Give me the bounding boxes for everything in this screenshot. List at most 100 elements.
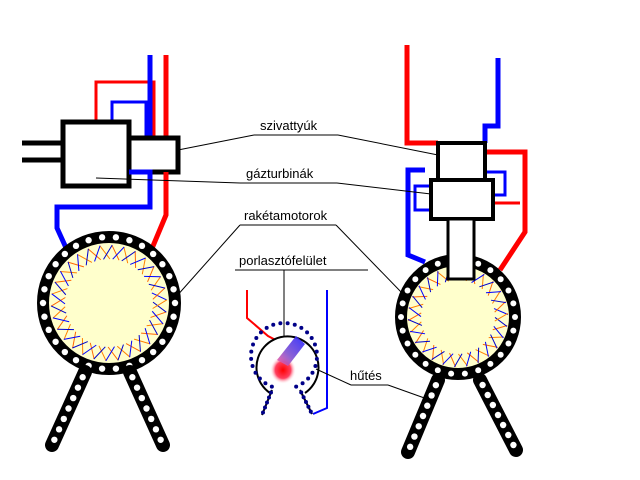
cooling-hole bbox=[306, 404, 311, 409]
cooling-hole bbox=[314, 349, 319, 354]
injector-spray-line bbox=[98, 345, 107, 362]
injector-spray-line bbox=[466, 351, 472, 367]
injector-spray-line bbox=[481, 273, 484, 290]
injector-spray-line bbox=[479, 281, 494, 288]
injector-spray-line bbox=[494, 317, 508, 327]
injector-spray-line bbox=[99, 245, 111, 260]
cooling-hole bbox=[398, 314, 404, 320]
cooling-hole bbox=[271, 322, 276, 327]
cooling-hole bbox=[404, 340, 411, 347]
injector-spray-line bbox=[410, 321, 422, 333]
injector-spray-line bbox=[152, 301, 167, 313]
injector-spray-line bbox=[93, 346, 106, 360]
injector-spray-line bbox=[494, 313, 509, 322]
cooling-hole bbox=[98, 234, 106, 241]
cooling-hole bbox=[263, 405, 267, 410]
cooling-hole bbox=[148, 415, 155, 423]
injector-spray-line bbox=[440, 349, 445, 365]
injector-spray-line bbox=[412, 295, 428, 298]
injector-spray-line bbox=[152, 299, 168, 309]
left-combustion-chamber bbox=[37, 231, 181, 375]
injector-spray-line bbox=[494, 301, 506, 313]
cooling-hole bbox=[79, 374, 86, 381]
cooling-hole bbox=[448, 370, 455, 377]
injector-spray-line bbox=[422, 346, 437, 353]
cooling-hole bbox=[149, 250, 157, 258]
injector-spray-line bbox=[117, 344, 124, 361]
injector-spray-line bbox=[431, 351, 445, 360]
injector-spray-line bbox=[449, 352, 456, 368]
cooling-hole bbox=[487, 267, 494, 274]
injector-spray-line bbox=[82, 344, 97, 356]
right-gas-turbine bbox=[429, 178, 495, 221]
cooling-hole bbox=[269, 384, 274, 389]
injector-spray-line bbox=[151, 292, 168, 301]
cooling-hole bbox=[249, 349, 254, 354]
cooling-hole bbox=[299, 390, 304, 395]
injector-spray-line bbox=[407, 319, 423, 326]
injector-spray-line bbox=[454, 353, 463, 368]
injector-spray-line bbox=[141, 257, 146, 275]
injector-spray-line bbox=[148, 283, 166, 289]
injector-spray-line bbox=[484, 341, 489, 357]
cooling-hole bbox=[301, 395, 306, 400]
detail-oxidizer-line bbox=[312, 290, 328, 415]
left-gas-turbine bbox=[60, 119, 132, 189]
cooling-hole bbox=[166, 326, 173, 334]
injector-spray-line bbox=[490, 334, 498, 349]
left-fuel-feed-line bbox=[94, 80, 156, 138]
cooling-hole bbox=[499, 421, 507, 429]
cooling-hole bbox=[112, 234, 120, 241]
right-pump bbox=[436, 141, 487, 182]
injector-spray-line bbox=[133, 338, 151, 345]
injector-spray-line bbox=[54, 281, 67, 296]
cooling-hole bbox=[497, 276, 504, 283]
injector-spray-line bbox=[488, 336, 504, 339]
cooling-hole bbox=[126, 237, 133, 244]
left-oxidizer-to-chamber bbox=[54, 169, 153, 252]
injector-spray-line bbox=[63, 324, 71, 340]
cooling-hole bbox=[159, 261, 166, 268]
cooling-hole bbox=[253, 370, 258, 375]
cooling-hole bbox=[258, 330, 263, 335]
leader-turbines-right bbox=[336, 182, 432, 195]
right-oxidizer-to-chamber bbox=[405, 167, 426, 265]
right-oxidizer-thin-line bbox=[485, 170, 507, 197]
injector-spray-line bbox=[415, 330, 424, 344]
injector-detail bbox=[246, 290, 328, 416]
cooling-hole bbox=[505, 287, 512, 294]
injector-spray-line bbox=[103, 244, 113, 260]
injector-spray-line bbox=[408, 307, 422, 317]
cooling-hole bbox=[251, 342, 256, 347]
cooling-hole bbox=[265, 400, 269, 405]
cooling-hole bbox=[51, 436, 58, 443]
injector-spray-line bbox=[137, 266, 155, 271]
cooling-hole bbox=[422, 267, 429, 274]
cooling-hole bbox=[39, 299, 47, 307]
right-turbine-exhaust-overlay bbox=[446, 217, 476, 281]
cooling-hole bbox=[263, 381, 268, 386]
injector-spray-line bbox=[50, 297, 66, 307]
cooling-hole bbox=[484, 391, 491, 399]
cooling-hole bbox=[309, 336, 314, 341]
injector-spray-line bbox=[422, 338, 429, 353]
cooling-hole bbox=[166, 272, 173, 280]
cooling-hole bbox=[152, 426, 160, 433]
label-rocket-engines: rakétamotorok bbox=[244, 208, 328, 223]
injector-spray-line bbox=[418, 286, 434, 291]
injector-spray-line bbox=[89, 342, 95, 360]
injector-spray-line bbox=[458, 353, 468, 367]
injector-spray-line bbox=[125, 343, 141, 353]
injector-spray-line bbox=[51, 288, 68, 295]
cooling-hole bbox=[61, 250, 69, 258]
cooling-hole bbox=[475, 367, 482, 374]
injector-spray-line bbox=[477, 347, 480, 363]
cooling-hole bbox=[60, 415, 67, 423]
cooling-hole bbox=[294, 384, 299, 389]
cooling-hole bbox=[170, 313, 177, 320]
injector-spray-line bbox=[130, 257, 146, 265]
cooling-hole bbox=[312, 342, 317, 347]
left-pump bbox=[126, 135, 181, 175]
